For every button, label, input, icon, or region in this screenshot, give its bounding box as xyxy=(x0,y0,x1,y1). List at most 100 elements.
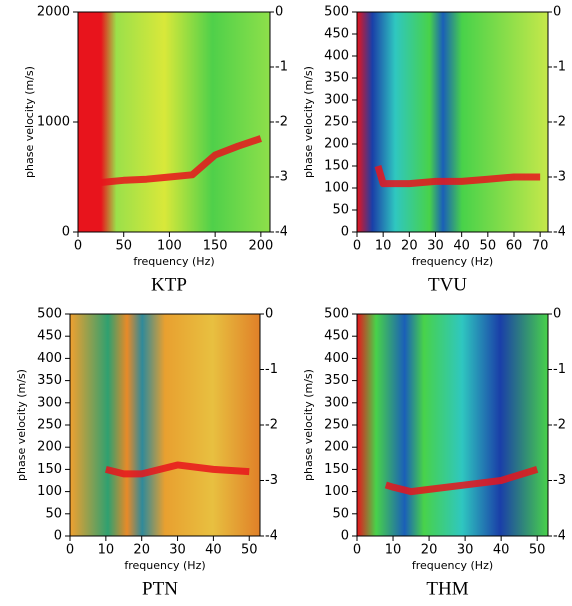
x-tick-label: 50 xyxy=(529,543,546,558)
panel: 0 10 20 30 40 5005010015020025030035040045050… xyxy=(15,307,286,600)
y-tick-label: 450 xyxy=(324,329,349,344)
x-tick-label: 0 xyxy=(353,543,361,558)
y2-tick-label: -20 xyxy=(265,418,286,433)
colorbar-axis: 0 -10 -20 -30 -40 xyxy=(548,5,572,240)
y2-tick-label: -40 xyxy=(553,225,572,240)
y-tick-label: 200 xyxy=(324,440,349,455)
y-tick-label: 200 xyxy=(37,440,62,455)
y2-tick-label: -40 xyxy=(553,529,572,544)
y-tick-label: 200 xyxy=(324,137,349,152)
x-tick-label: 40 xyxy=(453,239,470,254)
y-tick-label: 0 xyxy=(54,529,62,544)
y2-tick-label: -30 xyxy=(275,170,296,185)
y-tick-label: 50 xyxy=(332,506,349,521)
x-tick-label: 30 xyxy=(427,239,444,254)
x-tick-label: 10 xyxy=(385,543,402,558)
panel-caption: PTN xyxy=(142,578,178,599)
y2-tick-label: -10 xyxy=(553,60,572,75)
y-tick-label: 500 xyxy=(324,307,349,322)
x-tick-label: 30 xyxy=(169,543,186,558)
x-axis-label: frequency (Hz) xyxy=(133,255,214,268)
x-tick-label: 0 xyxy=(74,239,82,254)
y-tick-label: 350 xyxy=(324,71,349,86)
x-tick-label: 70 xyxy=(532,239,549,254)
heatmap-background xyxy=(357,314,548,536)
y2-tick-label: -40 xyxy=(275,225,296,240)
y-tick-label: 500 xyxy=(37,307,62,322)
y-axis-label: phase velocity (m/s) xyxy=(23,66,36,178)
x-tick-label: 0 xyxy=(66,543,74,558)
y-tick-label: 400 xyxy=(37,351,62,366)
x-tick-label: 10 xyxy=(98,543,115,558)
x-tick-label: 20 xyxy=(133,543,150,558)
dispersion-ridge xyxy=(374,165,541,188)
dispersion-ridge xyxy=(105,461,250,478)
x-tick-label: 20 xyxy=(421,543,438,558)
y-tick-label: 250 xyxy=(324,115,349,130)
y-tick-label: 150 xyxy=(37,462,62,477)
y2-tick-label: -10 xyxy=(275,60,296,75)
y-tick-label: 150 xyxy=(324,159,349,174)
y-tick-label: 300 xyxy=(37,395,62,410)
y-tick-label: 300 xyxy=(324,93,349,108)
dispersion-ridge xyxy=(100,135,262,186)
y-tick-label: 100 xyxy=(324,484,349,499)
x-tick-label: 10 xyxy=(375,239,392,254)
y-tick-label: 350 xyxy=(324,373,349,388)
x-tick-label: 20 xyxy=(401,239,418,254)
y-tick-label: 400 xyxy=(324,49,349,64)
y-axis-label: phase velocity (m/s) xyxy=(15,369,28,481)
panel: 0 10 20 30 40 50 60 70 0 50 100 150 200 250 300 350 400 4… xyxy=(302,5,572,296)
x-tick-label: 50 xyxy=(480,239,497,254)
x-tick-label: 150 xyxy=(203,239,228,254)
heatmap-background xyxy=(357,12,548,232)
y-tick-label: 350 xyxy=(37,373,62,388)
y-tick-label: 0 xyxy=(341,225,349,240)
y2-tick-label: -10 xyxy=(265,362,286,377)
y2-tick-label: -30 xyxy=(265,473,286,488)
panel: 0 10 20 30 40 5005010015020025030035040045050… xyxy=(302,307,572,600)
x-tick-label: 0 xyxy=(353,239,361,254)
x-axis-label: frequency (Hz) xyxy=(124,559,205,572)
x-tick-label: 200 xyxy=(248,239,273,254)
y-axis-label: phase velocity (m/s) xyxy=(302,369,315,481)
y-tick-label: 0 xyxy=(62,225,70,240)
heatmap-background xyxy=(78,12,270,232)
y2-tick-label: 0 xyxy=(265,307,273,322)
y2-tick-label: -10 xyxy=(553,362,572,377)
y2-tick-label: 0 xyxy=(553,5,561,20)
panel-caption: THM xyxy=(426,578,468,599)
y-axis-label: phase velocity (m/s) xyxy=(302,66,315,178)
x-tick-label: 100 xyxy=(157,239,182,254)
y-tick-label: 50 xyxy=(332,203,349,218)
x-axis-label: frequency (Hz) xyxy=(412,255,493,268)
colorbar-axis: 0 -10 -20 -30 -40 xyxy=(260,307,286,544)
y2-tick-label: -30 xyxy=(553,473,572,488)
x-tick-label: 50 xyxy=(241,543,258,558)
x-tick-label: 50 xyxy=(115,239,132,254)
y-tick-label: 450 xyxy=(37,329,62,344)
dispersion-ridge xyxy=(384,466,539,496)
panel-caption: TVU xyxy=(428,274,467,295)
y-tick-label: 0 xyxy=(341,529,349,544)
panel-caption: KTP xyxy=(151,274,187,295)
y2-tick-label: -20 xyxy=(553,115,572,130)
y-tick-label: 150 xyxy=(324,462,349,477)
y2-tick-label: -20 xyxy=(275,115,296,130)
x-tick-label: 30 xyxy=(457,543,474,558)
x-axis-label: frequency (Hz) xyxy=(412,559,493,572)
y-tick-label: 450 xyxy=(324,27,349,42)
y-tick-label: 1000 xyxy=(37,115,70,130)
y2-tick-label: -30 xyxy=(553,170,572,185)
x-tick-label: 40 xyxy=(205,543,222,558)
y-tick-label: 100 xyxy=(324,181,349,196)
y-tick-label: 500 xyxy=(324,5,349,20)
y-tick-label: 100 xyxy=(37,484,62,499)
y-tick-label: 250 xyxy=(37,418,62,433)
y2-tick-label: 0 xyxy=(553,307,561,322)
x-tick-label: 60 xyxy=(506,239,523,254)
y-tick-label: 2000 xyxy=(37,5,70,20)
colorbar-axis: 0 -10 -20 -30 -40 xyxy=(270,5,296,240)
